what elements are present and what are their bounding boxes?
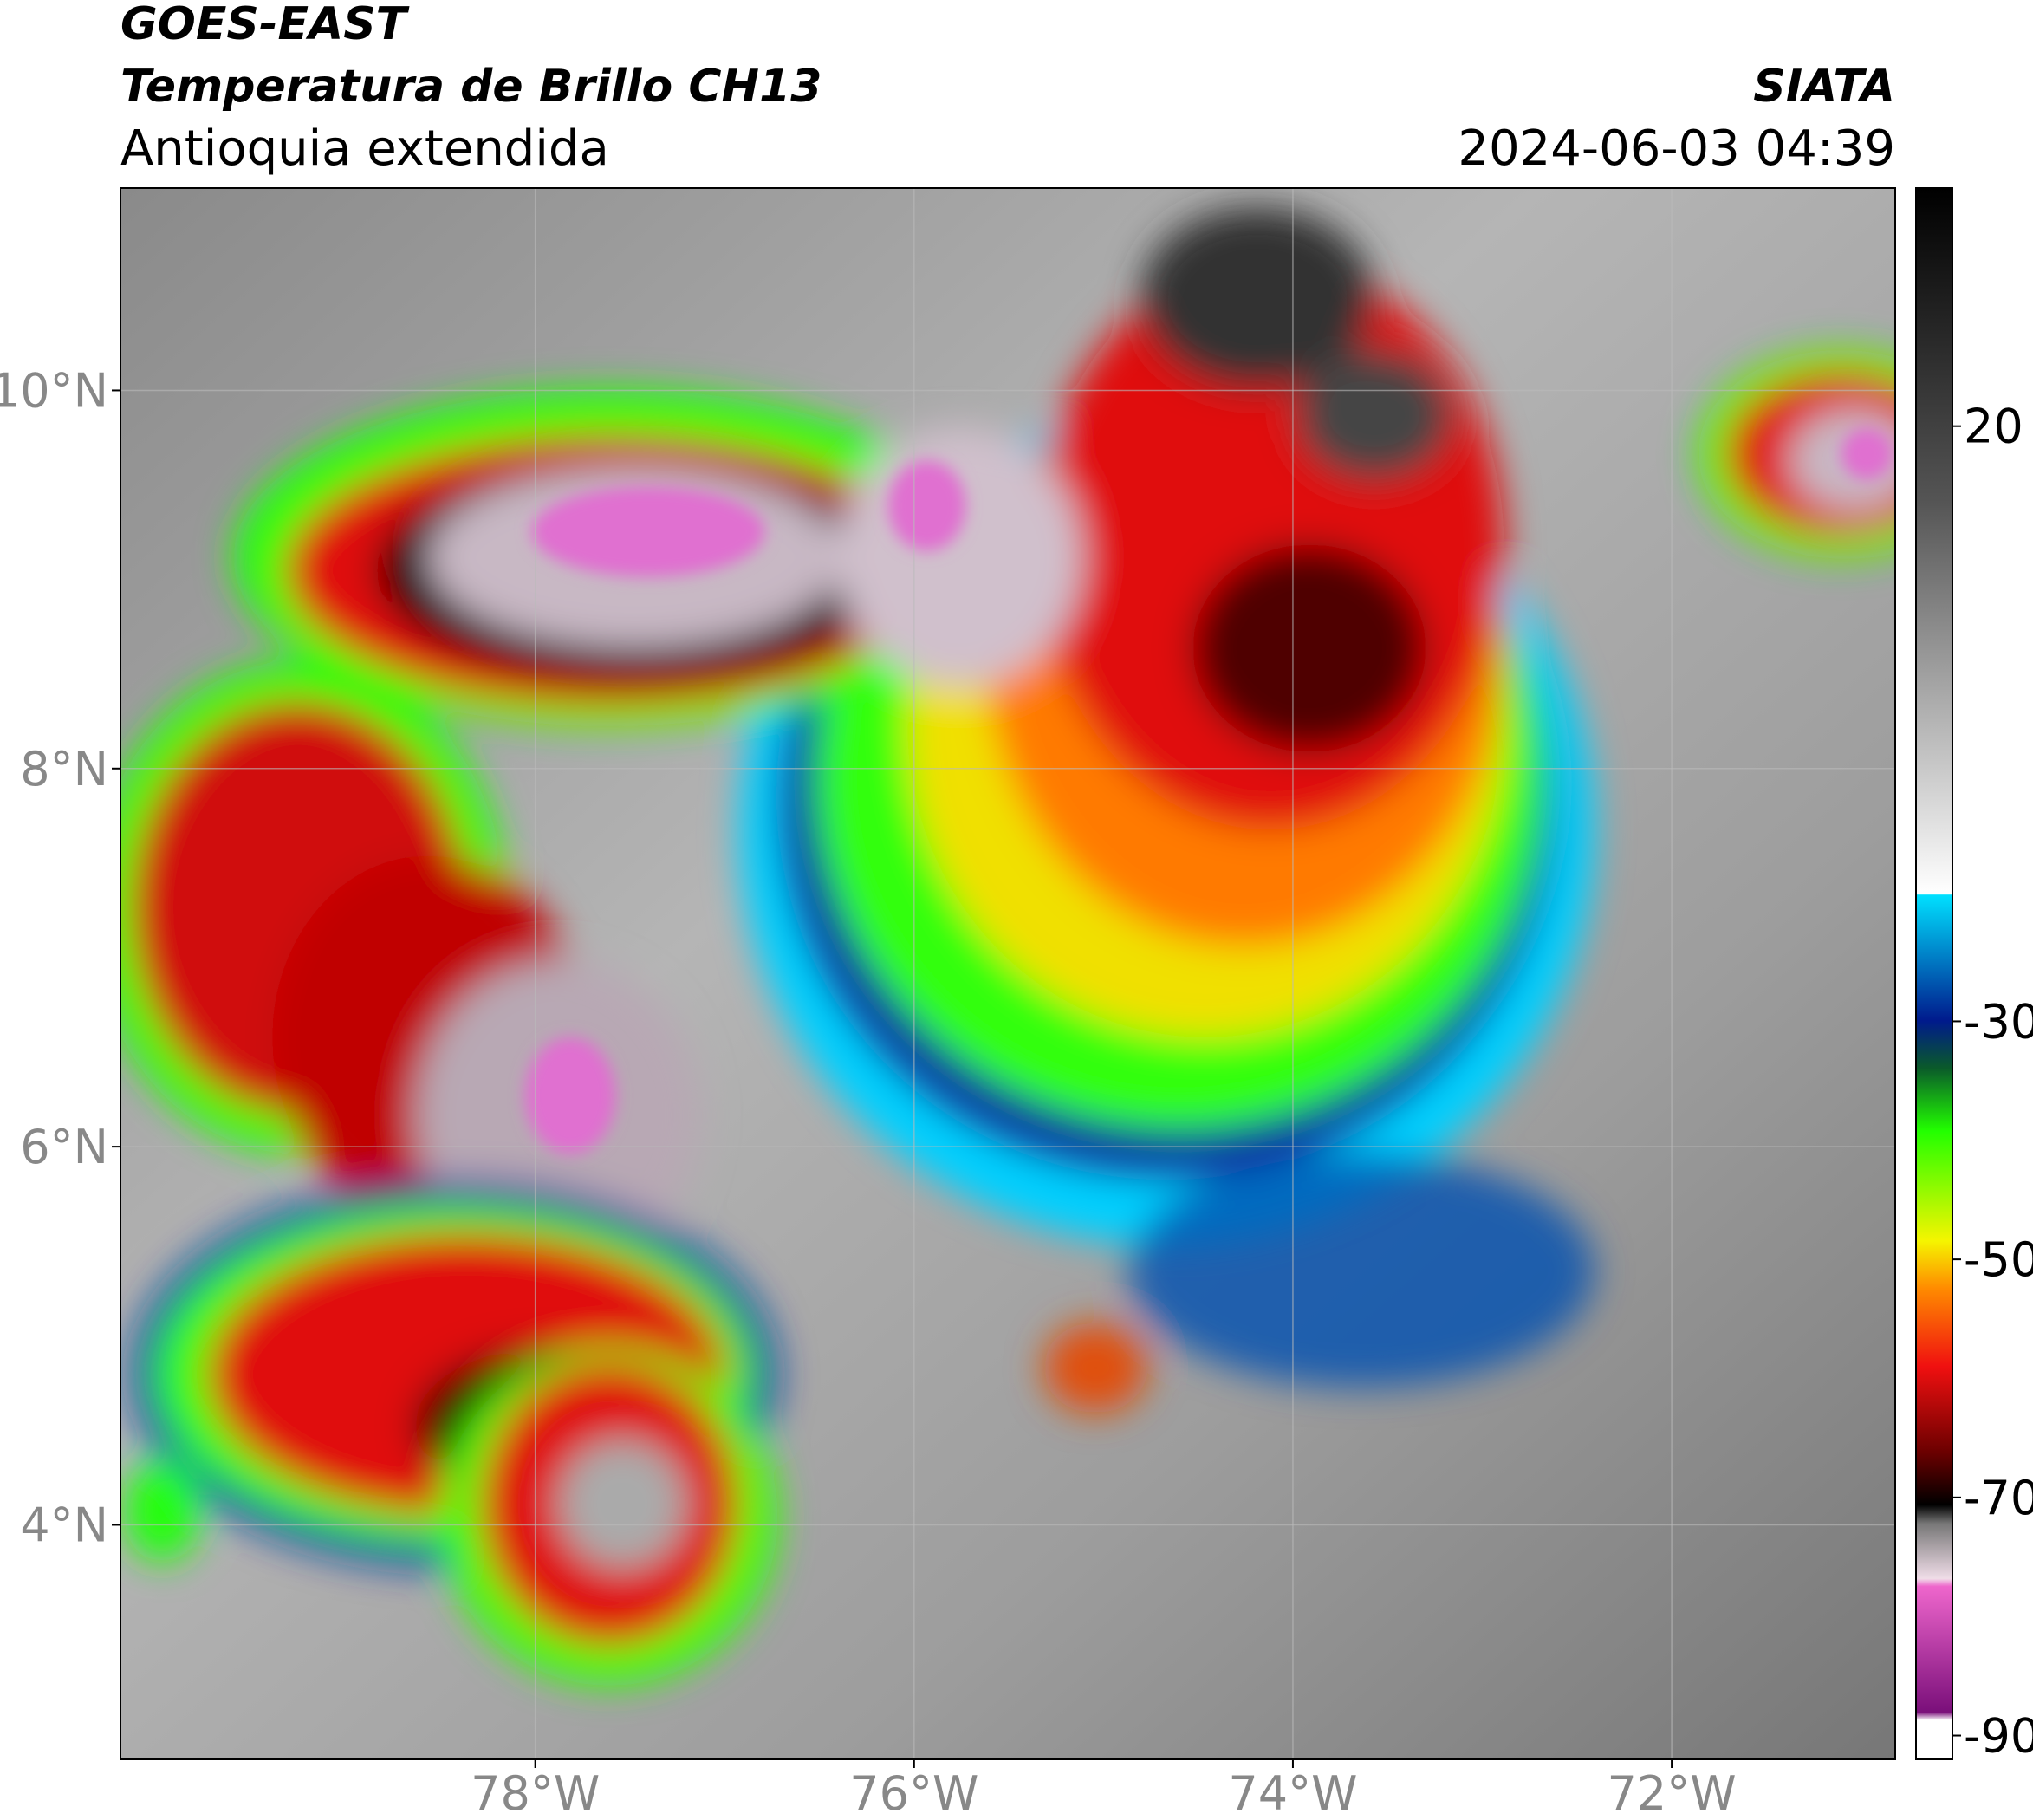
subtitle: Temperatura de Brillo CH13 [120,61,822,113]
map-frame [120,187,1896,1760]
x-tick-label: 72°W [1608,1766,1737,1820]
source: SIATA [1753,61,1895,113]
y-tick-label: 8°N [20,742,108,796]
title: GOES-EAST [120,0,410,50]
x-tick-label: 78°W [471,1766,600,1820]
colorbar-tick-label: -30 [1964,994,2033,1049]
x-tick-label: 74°W [1228,1766,1357,1820]
x-tick-label: 76°W [849,1766,978,1820]
colorbar-tick-label: -70 [1964,1471,2033,1525]
graticule [120,188,1895,1759]
colorbar-tick-label: -50 [1964,1232,2033,1287]
region: Antioquia extendida [120,120,609,177]
y-tick-label: 6°N [20,1120,108,1174]
y-tick-label: 4°N [20,1498,108,1552]
satellite-image [120,188,1895,1759]
colorbar-tick-label: 20 [1964,400,2023,454]
y-tick-label: 10°N [0,363,108,418]
colorbar-tick-label: -90 [1964,1709,2033,1764]
colorbar [1915,187,1953,1760]
datetime: 2024-06-03 04:39 [1458,120,1895,177]
